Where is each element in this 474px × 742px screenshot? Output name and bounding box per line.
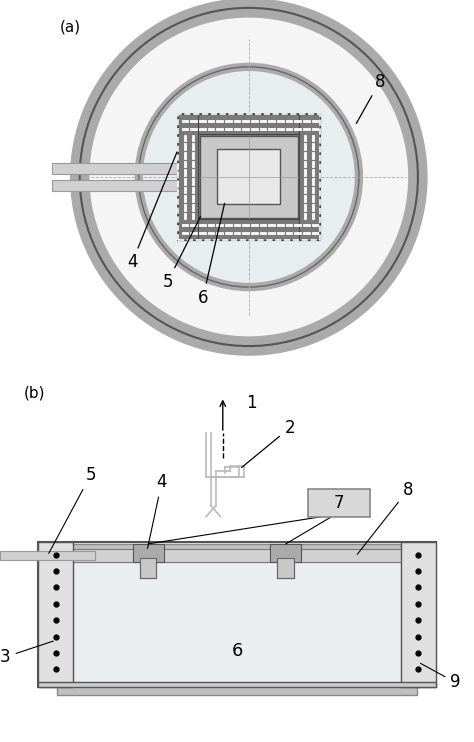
Text: 1: 1 — [246, 393, 257, 412]
Bar — [52, 162, 178, 174]
Bar — [38, 682, 436, 687]
Bar — [140, 559, 156, 579]
Bar — [73, 562, 401, 682]
Ellipse shape — [80, 8, 418, 346]
Bar — [178, 114, 319, 240]
Ellipse shape — [139, 67, 359, 287]
Text: 3: 3 — [0, 641, 53, 666]
Bar — [57, 549, 417, 562]
Text: 8: 8 — [357, 481, 413, 554]
Text: 4: 4 — [127, 152, 177, 272]
Bar — [178, 114, 319, 240]
Ellipse shape — [143, 70, 355, 283]
Bar — [57, 544, 417, 695]
Text: 6: 6 — [231, 642, 243, 660]
Text: 8: 8 — [356, 73, 385, 123]
Bar — [52, 180, 178, 191]
Bar — [401, 542, 436, 687]
Bar — [270, 544, 301, 562]
Text: 2: 2 — [242, 419, 295, 467]
Bar — [308, 489, 370, 516]
Bar — [0, 551, 95, 560]
Text: 4: 4 — [147, 473, 167, 548]
Bar — [73, 562, 401, 682]
Text: 7: 7 — [334, 494, 344, 512]
Bar — [299, 114, 319, 240]
Text: 5: 5 — [49, 466, 96, 554]
Bar — [178, 114, 199, 240]
Bar — [277, 559, 294, 579]
Text: (b): (b) — [24, 386, 45, 401]
Bar — [38, 542, 436, 687]
Text: 6: 6 — [198, 203, 225, 306]
Bar — [178, 114, 319, 134]
Bar — [178, 220, 319, 240]
Text: (a): (a) — [60, 19, 81, 35]
Text: 9: 9 — [420, 663, 461, 692]
Bar — [200, 136, 298, 218]
Bar — [218, 149, 280, 205]
Bar — [133, 544, 164, 562]
Text: 5: 5 — [162, 217, 201, 291]
Bar — [38, 542, 73, 687]
